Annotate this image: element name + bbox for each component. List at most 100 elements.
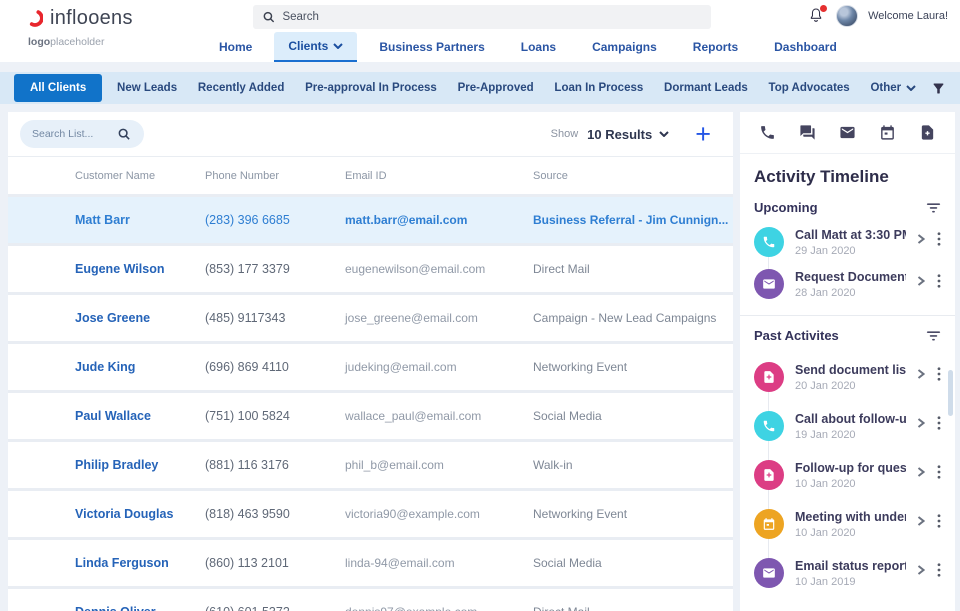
source-cell: Business Referral - Jim Cunnign... — [533, 213, 729, 227]
chevron-right-icon[interactable] — [917, 565, 925, 575]
timeline-item-date: 10 Jan 2019 — [795, 576, 856, 588]
add-client-button[interactable]: + — [695, 119, 711, 149]
kebab-menu-icon[interactable] — [937, 465, 941, 479]
timeline-item-title: Call about follow-up — [795, 412, 906, 426]
tab-recently-added[interactable]: Recently Added — [197, 82, 285, 94]
phone-cell: (853) 177 3379 — [205, 262, 290, 276]
timeline-item-title: Meeting with under.. — [795, 510, 906, 524]
show-label: Show — [550, 128, 579, 140]
tab-dormant-leads[interactable]: Dormant Leads — [664, 82, 748, 94]
kebab-menu-icon[interactable] — [937, 563, 941, 577]
brand-name: inflooens — [50, 7, 133, 29]
results-count-dropdown[interactable]: 10 Results — [587, 127, 669, 142]
email-cell: linda-94@email.com — [345, 556, 455, 570]
chevron-right-icon[interactable] — [917, 234, 925, 244]
filter-lines-icon[interactable] — [926, 202, 941, 214]
customer-name-link[interactable]: Dennis Oliver — [75, 605, 205, 611]
table-row[interactable]: Victoria Douglas (818) 463 9590 victoria… — [8, 491, 733, 537]
col-source: Source — [533, 169, 568, 182]
tab-pre-approval-in-process[interactable]: Pre-approval In Process — [305, 82, 437, 94]
table-header: Customer Name Phone Number Email ID Sour… — [8, 157, 733, 194]
mail-icon — [754, 269, 784, 299]
tab-new-leads[interactable]: New Leads — [117, 82, 178, 94]
customer-name-link[interactable]: Matt Barr — [75, 213, 130, 227]
phone-cell: (610) 601 5372 — [205, 605, 345, 611]
kebab-menu-icon[interactable] — [937, 514, 941, 528]
logo-placeholder-text: logoplaceholder — [28, 36, 105, 48]
user-area: Welcome Laura! — [808, 5, 948, 27]
table-row[interactable]: Jose Greene (485) 9117343 jose_greene@em… — [8, 295, 733, 341]
chevron-right-icon[interactable] — [917, 418, 925, 428]
chevron-right-icon[interactable] — [917, 467, 925, 477]
avatar[interactable] — [836, 5, 859, 27]
customer-name-link[interactable]: Victoria Douglas — [75, 507, 174, 521]
notifications-bell-icon[interactable] — [808, 5, 828, 25]
mail-icon[interactable] — [839, 124, 856, 141]
customer-name-link[interactable]: Eugene Wilson — [75, 262, 165, 276]
nav-item-dashboard[interactable]: Dashboard — [774, 40, 837, 54]
activity-timeline: Activity Timeline Upcoming Call Matt at … — [740, 154, 955, 611]
timeline-item-date: 28 Jan 2020 — [795, 287, 856, 299]
table-row[interactable]: Dennis Oliver (610) 601 5372 dennis97@ex… — [8, 589, 733, 611]
upcoming-heading: Upcoming — [754, 200, 818, 215]
section-divider — [740, 315, 955, 316]
timeline-item-meeting-with-under[interactable]: Meeting with under.. 10 Jan 2020 — [754, 509, 941, 539]
add-document-icon[interactable] — [919, 124, 936, 141]
chevron-down-icon — [659, 131, 669, 137]
timeline-item-follow-up-for-questions[interactable]: Follow-up for questions 10 Jan 2020 — [754, 460, 941, 490]
tab-top-advocates[interactable]: Top Advocates — [768, 82, 850, 94]
list-search-input[interactable] — [32, 128, 112, 140]
table-row[interactable]: Philip Bradley (881) 116 3176 phil_b@ema… — [8, 442, 733, 488]
kebab-menu-icon[interactable] — [937, 232, 941, 246]
source-cell: Direct Mail — [533, 605, 733, 611]
upcoming-section: Upcoming Call Matt at 3:30 PM 29 Jan 202… — [754, 200, 941, 299]
timeline-item-request-documents[interactable]: Request Documents ... 28 Jan 2020 — [754, 269, 941, 299]
global-search-input[interactable] — [282, 11, 701, 23]
customer-name-link[interactable]: Philip Bradley — [75, 458, 159, 472]
kebab-menu-icon[interactable] — [937, 367, 941, 381]
logo: inflooens logoplaceholder — [28, 7, 133, 48]
customer-name-link[interactable]: Paul Wallace — [75, 409, 151, 423]
phone-cell: (751) 100 5824 — [205, 409, 290, 423]
chat-icon[interactable] — [799, 124, 816, 141]
timeline-scrollbar[interactable] — [948, 370, 953, 416]
chevron-right-icon[interactable] — [917, 516, 925, 526]
table-row[interactable]: Eugene Wilson (853) 177 3379 eugenewilso… — [8, 246, 733, 292]
tab-other[interactable]: Other — [864, 74, 922, 102]
chevron-right-icon[interactable] — [917, 276, 925, 286]
kebab-menu-icon[interactable] — [937, 274, 941, 288]
table-row[interactable]: Matt Barr (283) 396 6685 matt.barr@email… — [8, 197, 733, 243]
tab-all-clients[interactable]: All Clients — [14, 74, 103, 102]
nav-item-reports[interactable]: Reports — [692, 40, 739, 54]
chevron-right-icon[interactable] — [917, 369, 925, 379]
chevron-down-icon — [333, 43, 344, 49]
calendar-icon[interactable] — [879, 124, 896, 141]
kebab-menu-icon[interactable] — [937, 416, 941, 430]
table-row[interactable]: Linda Ferguson (860) 113 2101 linda-94@e… — [8, 540, 733, 586]
customer-name-link[interactable]: Jose Greene — [75, 311, 151, 325]
client-list-panel: Show 10 Results + Customer Name Phone Nu… — [8, 112, 733, 611]
nav-item-business-partners[interactable]: Business Partners — [379, 40, 485, 54]
timeline-item-title: Send document list — [795, 363, 906, 377]
phone-icon[interactable] — [759, 124, 776, 141]
customer-name-link[interactable]: Jude King — [75, 360, 136, 374]
filter-lines-icon[interactable] — [926, 330, 941, 342]
customer-name-link[interactable]: Linda Ferguson — [75, 556, 169, 570]
timeline-item-call-about-follow-up[interactable]: Call about follow-up 19 Jan 2020 — [754, 411, 941, 441]
nav-item-clients[interactable]: Clients — [274, 32, 358, 62]
timeline-item-send-document-list[interactable]: Send document list 20 Jan 2020 — [754, 362, 941, 392]
tab-pre-approved[interactable]: Pre-Approved — [457, 82, 534, 94]
nav-item-home[interactable]: Home — [219, 40, 253, 54]
phone-cell: (818) 463 9590 — [205, 507, 290, 521]
table-row[interactable]: Paul Wallace (751) 100 5824 wallace_paul… — [8, 393, 733, 439]
client-filter-tabs: All Clients New Leads Recently Added Pre… — [0, 72, 960, 104]
timeline-item-email-status-report[interactable]: Email status report 10 Jan 2019 — [754, 558, 941, 588]
nav-item-loans[interactable]: Loans — [520, 40, 557, 54]
tab-loan-in-process[interactable]: Loan In Process — [554, 82, 644, 94]
timeline-item-date: 10 Jan 2020 — [795, 478, 856, 490]
filter-funnel-icon[interactable] — [931, 81, 946, 96]
timeline-item-call-matt-at-3-30-pm[interactable]: Call Matt at 3:30 PM 29 Jan 2020 — [754, 227, 941, 257]
table-row[interactable]: Jude King (696) 869 4110 judeking@email.… — [8, 344, 733, 390]
nav-item-campaigns[interactable]: Campaigns — [592, 40, 657, 54]
timeline-item-date: 29 Jan 2020 — [795, 245, 856, 257]
